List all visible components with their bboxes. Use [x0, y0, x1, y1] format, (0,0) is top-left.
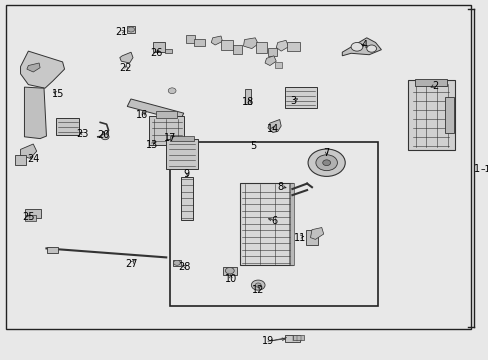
Polygon shape [127, 99, 183, 121]
Polygon shape [211, 36, 222, 45]
Bar [181, 177, 193, 220]
Text: 13: 13 [145, 140, 158, 150]
Bar [290, 183, 294, 265]
Text: 4: 4 [361, 40, 366, 50]
Polygon shape [24, 87, 46, 139]
Text: 21: 21 [115, 27, 127, 37]
Bar [232, 45, 241, 54]
Polygon shape [120, 52, 133, 63]
Bar [407, 80, 454, 150]
Bar [223, 267, 236, 275]
Bar [274, 62, 282, 68]
Polygon shape [264, 56, 276, 66]
Polygon shape [342, 38, 381, 56]
Text: 5: 5 [250, 141, 256, 151]
Polygon shape [20, 144, 37, 158]
Circle shape [366, 45, 376, 52]
Text: 18: 18 [242, 96, 254, 107]
Bar [256, 42, 266, 53]
Bar [268, 48, 277, 56]
Circle shape [251, 280, 264, 290]
Text: 26: 26 [150, 48, 163, 58]
Bar [170, 142, 377, 306]
Text: 9: 9 [183, 168, 189, 179]
Bar [25, 215, 36, 220]
Bar [56, 118, 79, 135]
Text: 8: 8 [277, 182, 283, 192]
Bar [245, 89, 251, 104]
Polygon shape [276, 40, 288, 51]
Circle shape [322, 160, 330, 166]
Text: 16: 16 [135, 110, 148, 120]
Circle shape [173, 260, 180, 265]
Bar [25, 209, 41, 217]
Bar [239, 183, 293, 265]
Bar [292, 335, 303, 340]
Text: 24: 24 [27, 154, 40, 164]
Bar [221, 40, 233, 50]
Polygon shape [243, 38, 258, 49]
Bar [164, 49, 172, 53]
Bar [148, 116, 183, 145]
Bar [186, 35, 195, 43]
Bar [286, 42, 300, 51]
Bar [284, 87, 316, 108]
Bar [172, 260, 181, 266]
Text: –1: –1 [479, 165, 488, 174]
Text: 27: 27 [124, 258, 137, 269]
Bar [152, 42, 165, 52]
Text: 23: 23 [76, 129, 88, 139]
Text: 12: 12 [251, 285, 264, 295]
Bar [126, 26, 135, 33]
Text: 10: 10 [224, 274, 237, 284]
Circle shape [127, 27, 134, 32]
Text: 2: 2 [431, 81, 437, 91]
Bar [166, 139, 197, 170]
Polygon shape [27, 63, 40, 72]
Text: 28: 28 [178, 262, 191, 272]
Bar [194, 39, 204, 46]
Polygon shape [267, 120, 281, 132]
Circle shape [225, 267, 234, 274]
Bar [169, 135, 194, 141]
Text: 15: 15 [51, 89, 64, 99]
Text: 3: 3 [290, 96, 296, 106]
Bar [445, 97, 453, 133]
Bar [415, 79, 447, 86]
Text: 19: 19 [261, 336, 274, 346]
Bar [15, 155, 26, 165]
Text: 25: 25 [22, 212, 35, 222]
Polygon shape [20, 51, 64, 88]
Circle shape [168, 88, 176, 94]
Circle shape [350, 42, 362, 51]
Text: 11: 11 [293, 233, 306, 243]
Text: 14: 14 [266, 123, 279, 134]
Circle shape [101, 134, 109, 140]
Bar [156, 111, 176, 118]
Circle shape [307, 149, 345, 176]
Circle shape [255, 283, 261, 287]
Bar [305, 230, 318, 245]
Circle shape [315, 155, 337, 171]
Text: 1: 1 [473, 164, 479, 174]
Text: 20: 20 [97, 130, 110, 140]
Text: 6: 6 [271, 216, 277, 226]
Polygon shape [310, 228, 323, 239]
Text: 7: 7 [323, 148, 329, 158]
Text: 22: 22 [119, 63, 131, 73]
Bar [47, 247, 58, 253]
Bar [284, 335, 300, 342]
Text: 17: 17 [163, 132, 176, 143]
